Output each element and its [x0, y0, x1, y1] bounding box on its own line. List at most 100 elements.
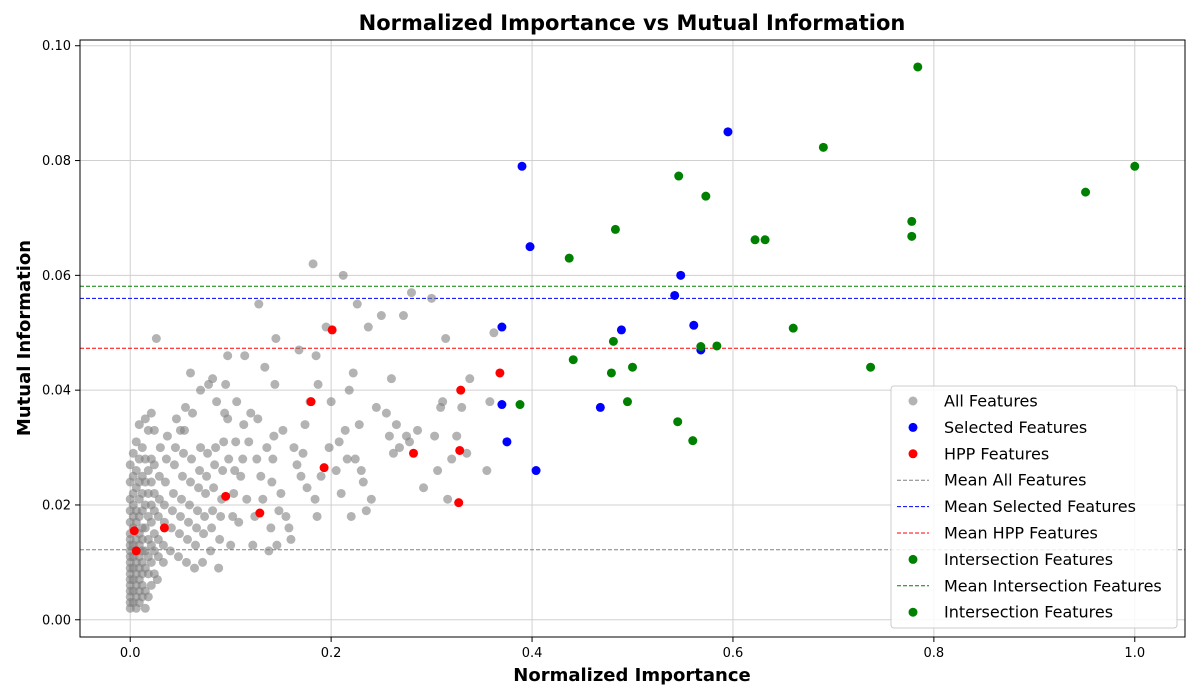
legend-label: Intersection Features [944, 603, 1113, 622]
data-point [465, 374, 475, 384]
data-point [394, 443, 404, 453]
data-point [324, 443, 334, 453]
data-point [340, 425, 350, 435]
data-point [326, 397, 336, 407]
data-point [515, 400, 525, 410]
data-point [140, 603, 150, 613]
data-point [186, 477, 195, 487]
data-point [452, 431, 462, 441]
data-point [154, 471, 164, 481]
data-point [455, 445, 465, 455]
data-point [169, 460, 179, 470]
data-point [208, 506, 218, 516]
data-point [311, 351, 321, 361]
data-point [497, 400, 507, 410]
data-point [211, 443, 221, 453]
data-point [381, 408, 391, 418]
data-point [386, 374, 396, 384]
data-point [202, 471, 212, 481]
data-point [181, 557, 191, 567]
data-point [336, 488, 346, 498]
data-point [221, 491, 231, 501]
data-point [207, 523, 217, 533]
data-point [723, 127, 733, 137]
y-tick-label: 0.04 [42, 384, 71, 399]
x-tick-label: 1.0 [1124, 646, 1145, 661]
data-point [404, 437, 414, 447]
data-point [159, 500, 169, 510]
data-point [344, 385, 354, 395]
data-point [316, 471, 326, 481]
data-point [482, 466, 492, 476]
data-point [276, 488, 286, 498]
data-point [750, 235, 760, 245]
data-point [183, 517, 193, 527]
data-point [306, 397, 316, 407]
data-point [254, 299, 264, 309]
data-point [246, 408, 256, 418]
data-point [352, 299, 362, 309]
data-point [327, 325, 337, 335]
data-point [216, 511, 226, 521]
data-point [673, 417, 683, 427]
data-point [361, 506, 371, 516]
data-point [131, 546, 141, 556]
plot-frame [79, 39, 1186, 638]
data-point [298, 448, 308, 458]
data-point [286, 534, 296, 544]
data-point [258, 494, 268, 504]
data-point [622, 397, 632, 407]
data-point [517, 161, 527, 171]
data-point [676, 270, 686, 280]
data-point [274, 506, 284, 516]
data-point [140, 523, 150, 533]
data-point [229, 488, 239, 498]
data-point [354, 420, 364, 430]
data-point [264, 546, 274, 556]
y-tick-label: 0.00 [42, 613, 71, 628]
data-point [262, 443, 272, 453]
legend-label: Mean HPP Features [944, 524, 1098, 543]
data-point [334, 437, 344, 447]
data-point [689, 320, 699, 330]
legend-marker [908, 554, 918, 564]
data-point [178, 448, 188, 458]
data-point [158, 540, 168, 550]
data-point [170, 443, 180, 453]
data-point [244, 437, 254, 447]
data-point [196, 443, 206, 453]
data-point [502, 437, 512, 447]
legend-label: Mean All Features [944, 471, 1086, 490]
data-point [143, 466, 153, 476]
x-axis-label: Normalized Importance [513, 665, 750, 686]
data-point [161, 454, 171, 464]
data-point [231, 437, 241, 447]
data-point [146, 517, 156, 527]
data-point [223, 414, 233, 424]
data-point [438, 397, 448, 407]
data-point [218, 466, 228, 476]
data-point [239, 420, 249, 430]
data-point [137, 443, 147, 453]
data-point [495, 368, 505, 378]
data-point [199, 529, 209, 539]
data-point [230, 466, 240, 476]
legend-marker [908, 422, 918, 432]
data-point [670, 290, 680, 300]
data-point [441, 334, 451, 343]
data-point [371, 402, 381, 412]
x-tick-label: 0.0 [120, 646, 141, 661]
data-point [210, 460, 220, 470]
data-point [232, 397, 242, 407]
legend-label: Mean Intersection Features [944, 576, 1162, 595]
data-point [208, 374, 218, 384]
data-point [175, 425, 185, 435]
x-axis-ticks: 0.0 0.2 0.4 0.6 0.8 1.0 [120, 637, 1145, 661]
data-point [907, 231, 917, 241]
y-tick-label: 0.08 [42, 154, 71, 169]
data-point [228, 511, 238, 521]
y-axis-label: Mutual Information [14, 240, 35, 436]
data-point [184, 500, 194, 510]
data-point [209, 483, 219, 493]
data-point [308, 259, 318, 269]
